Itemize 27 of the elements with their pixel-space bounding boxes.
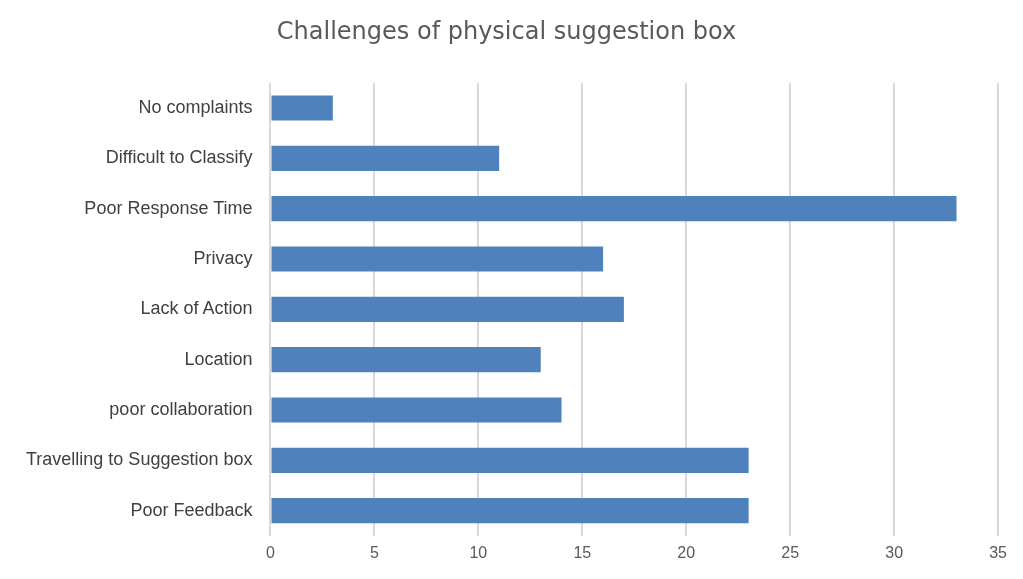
bar <box>271 347 541 373</box>
y-tick-label: Difficult to Classify <box>105 147 253 168</box>
y-tick-label: Location <box>184 348 253 369</box>
x-tick-label: 5 <box>369 543 379 561</box>
chart-title: Challenges of physical suggestion box <box>276 16 737 45</box>
bar <box>271 196 957 222</box>
bar <box>271 296 624 322</box>
x-tick-label: 15 <box>573 543 592 561</box>
y-tick-label: Poor Feedback <box>130 499 254 520</box>
y-tick-label: No complaints <box>138 96 253 117</box>
x-tick-label: 25 <box>781 543 800 561</box>
y-tick-label: Travelling to Suggestion box <box>26 449 253 470</box>
bar <box>271 145 500 171</box>
bar <box>271 397 562 423</box>
bar <box>271 95 333 121</box>
bar <box>271 246 604 272</box>
x-tick-label: 10 <box>469 543 488 561</box>
y-tick-label: poor collaboration <box>109 398 253 419</box>
y-tick-label: Poor Response Time <box>84 197 253 218</box>
bar <box>271 498 749 524</box>
x-tick-label: 0 <box>266 543 276 561</box>
y-tick-label: Privacy <box>193 247 253 268</box>
x-tick-label: 35 <box>989 543 1008 561</box>
x-tick-label: 20 <box>677 543 696 561</box>
y-tick-label: Lack of Action <box>140 298 253 319</box>
bar <box>271 447 749 473</box>
x-tick-label: 30 <box>885 543 904 561</box>
